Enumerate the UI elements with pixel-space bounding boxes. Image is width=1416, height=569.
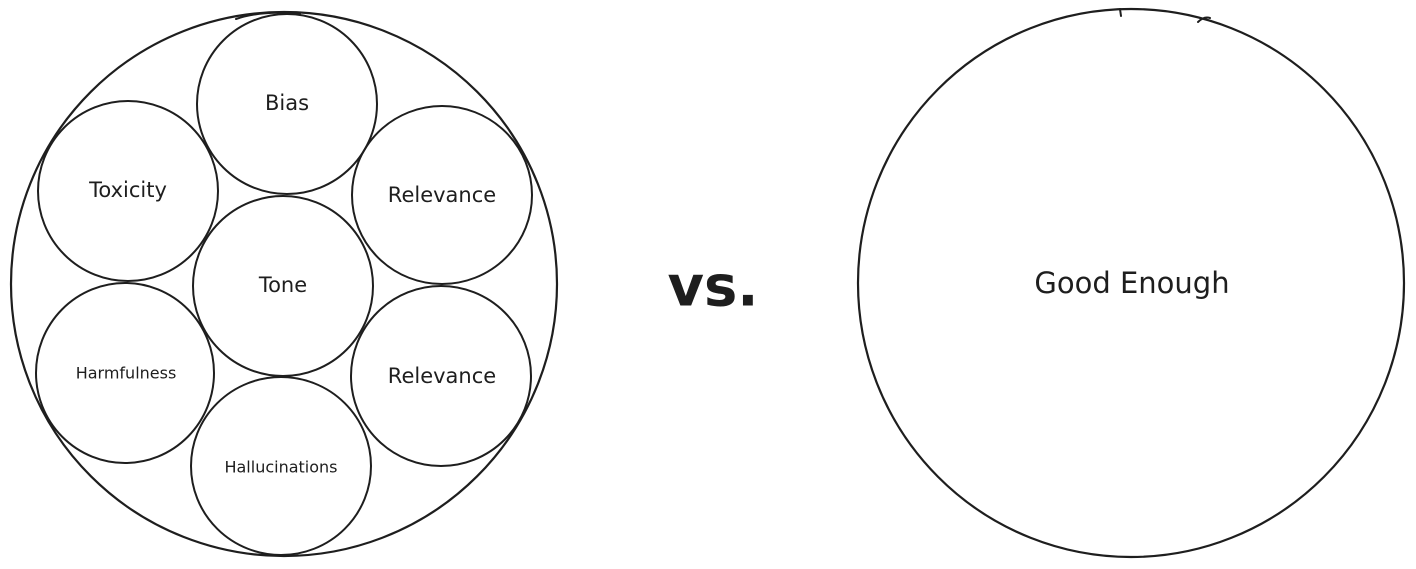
- metric-label-bias: Bias: [265, 91, 309, 115]
- metric-label-toxicity: Toxicity: [88, 178, 167, 202]
- metric-label-harmfulness: Harmfulness: [76, 364, 177, 383]
- metric-circle-hallucinations: Hallucinations: [190, 376, 372, 556]
- metric-label-tone: Tone: [258, 273, 307, 297]
- vs-separator: vs.: [667, 255, 758, 320]
- metric-label-hallucinations: Hallucinations: [224, 458, 337, 477]
- metric-circle-toxicity: Toxicity: [37, 100, 219, 282]
- metric-label-relevance-bottom: Relevance: [388, 364, 496, 388]
- metric-label-relevance-top: Relevance: [388, 183, 496, 207]
- metric-circle-bias: Bias: [196, 13, 378, 195]
- metric-circle-tone: Tone: [192, 195, 374, 377]
- metric-circle-relevance-bottom: Relevance: [350, 285, 532, 467]
- right-outer-circle: Good Enough: [856, 7, 1406, 559]
- good-enough-label: Good Enough: [1034, 266, 1229, 300]
- metric-circle-harmfulness: Harmfulness: [35, 282, 215, 464]
- metric-circle-relevance-top: Relevance: [351, 105, 533, 285]
